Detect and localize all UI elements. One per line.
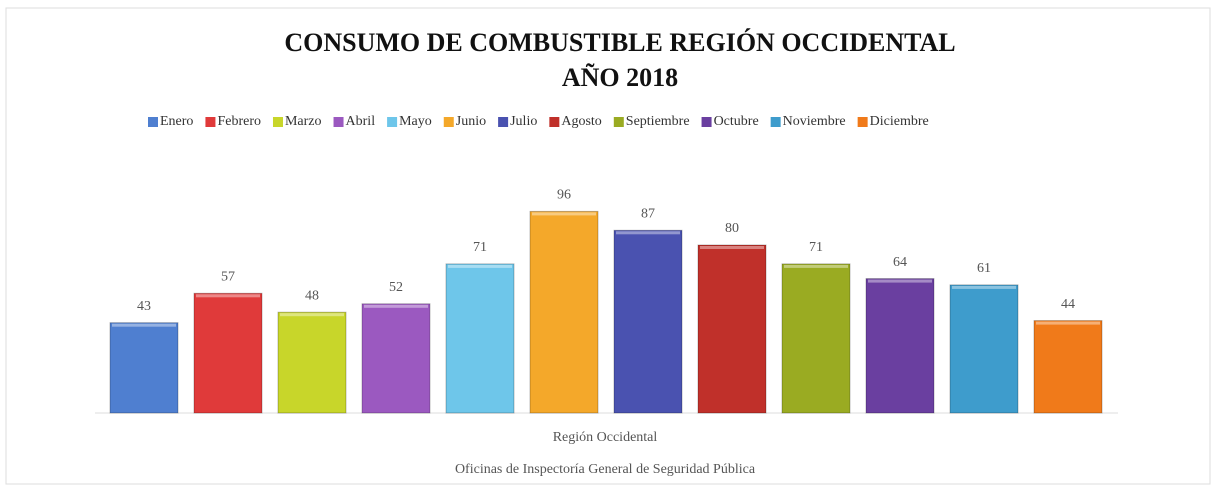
legend-label: Octubre bbox=[714, 114, 759, 129]
data-label: 44 bbox=[1061, 297, 1075, 312]
bar bbox=[109, 322, 179, 414]
chart-title: CONSUMO DE COMBUSTIBLE REGIÓN OCCIDENTAL bbox=[284, 28, 955, 57]
footer: Oficinas de Inspectoría General de Segur… bbox=[455, 462, 756, 477]
bar-highlight bbox=[952, 285, 1016, 289]
legend-swatch bbox=[549, 117, 560, 127]
legend-swatch bbox=[333, 117, 344, 127]
bar-highlight bbox=[700, 246, 764, 249]
data-label: 71 bbox=[473, 240, 487, 255]
legend-label: Abril bbox=[346, 114, 376, 129]
legend-label: Diciembre bbox=[870, 114, 929, 129]
legend-swatch bbox=[443, 117, 454, 127]
legend-label: Septiembre bbox=[626, 114, 690, 129]
data-label: 80 bbox=[725, 221, 739, 236]
data-label: 43 bbox=[137, 299, 151, 314]
legend-label: Agosto bbox=[561, 114, 601, 129]
legend-swatch bbox=[148, 117, 158, 127]
bar-highlight bbox=[364, 304, 428, 308]
bar-highlight bbox=[868, 279, 932, 283]
bar bbox=[613, 229, 683, 414]
data-label: 64 bbox=[893, 255, 907, 270]
legend-label: Enero bbox=[160, 114, 193, 129]
bar bbox=[277, 311, 347, 414]
bar bbox=[361, 303, 431, 414]
bar bbox=[949, 284, 1019, 414]
bar bbox=[1033, 320, 1103, 414]
x-tick-label: Región Occidental bbox=[553, 430, 658, 445]
legend-label: Julio bbox=[510, 114, 537, 129]
legend-swatch bbox=[613, 117, 624, 127]
bar-highlight bbox=[196, 294, 260, 298]
bar bbox=[529, 210, 599, 414]
data-label: 87 bbox=[641, 207, 655, 222]
data-label: 52 bbox=[389, 280, 403, 295]
bar-highlight bbox=[448, 264, 512, 268]
bar bbox=[445, 263, 515, 414]
legend-swatch bbox=[272, 117, 283, 127]
legend-swatch bbox=[770, 117, 781, 127]
legend-swatch bbox=[701, 117, 712, 127]
data-label: 61 bbox=[977, 261, 991, 276]
bar-highlight bbox=[280, 313, 344, 317]
bar-highlight bbox=[1036, 321, 1100, 325]
legend-label: Marzo bbox=[285, 114, 322, 129]
data-label: 57 bbox=[221, 270, 235, 285]
data-label: 48 bbox=[305, 288, 319, 303]
legend-label: Mayo bbox=[399, 114, 432, 129]
legend-swatch bbox=[387, 117, 398, 127]
legend-label: Junio bbox=[456, 114, 486, 129]
bar bbox=[781, 263, 851, 414]
legend-label: Noviembre bbox=[783, 114, 846, 129]
data-label: 96 bbox=[557, 188, 571, 203]
bar-highlight bbox=[616, 231, 680, 235]
bar-highlight bbox=[784, 264, 848, 268]
bar-highlight bbox=[532, 212, 596, 216]
bar bbox=[865, 278, 935, 414]
legend-swatch bbox=[498, 117, 509, 127]
chart-subtitle: AÑO 2018 bbox=[562, 63, 678, 92]
data-label: 71 bbox=[809, 240, 823, 255]
bar-highlight bbox=[112, 323, 176, 327]
bar bbox=[697, 244, 767, 414]
legend-label: Febrero bbox=[217, 114, 261, 129]
legend-swatch bbox=[205, 117, 216, 127]
bar bbox=[193, 292, 263, 414]
legend-swatch bbox=[857, 117, 868, 127]
